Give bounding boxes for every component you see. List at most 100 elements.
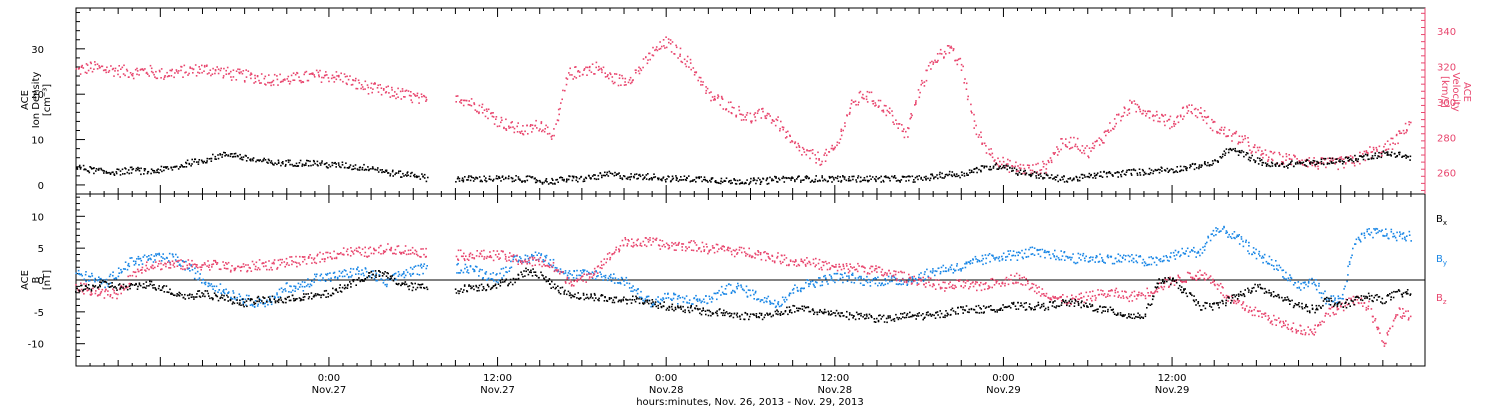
ion-density-series-point [1036,172,1038,174]
by-series-point [154,259,156,261]
velocity-series-point [155,71,157,73]
velocity-series-point [757,110,759,112]
ion-density-series-point [744,183,746,185]
velocity-series-point [707,88,709,90]
by-series-point [632,285,634,287]
ion-density-series-point [1286,165,1288,167]
velocity-series-point [688,66,690,68]
bz-series-point [364,247,366,249]
velocity-series-point [696,71,698,73]
by-series-point [307,278,309,280]
bz-series-point [545,260,547,262]
by-series-point [573,277,575,279]
ion-density-series-point [1304,164,1306,166]
ion-density-series-point [696,177,698,179]
by-series-point [565,272,567,274]
ion-density-series-point [855,179,857,181]
velocity-series-point [668,38,670,40]
ion-density-series-point [1275,165,1277,167]
bz-series-point [284,266,286,268]
velocity-series-point [223,75,225,77]
velocity-series-point [368,87,370,89]
velocity-series-point [809,158,811,160]
by-series-point [463,272,465,274]
ion-density-series-point [381,169,383,171]
by-series-point [755,291,757,293]
ion-density-series-point [821,175,823,177]
velocity-series-point [661,46,663,48]
velocity-series-point [690,69,692,71]
velocity-series-point [961,64,963,66]
ion-density-series-point [1272,165,1274,167]
velocity-series-point [401,98,403,100]
bz-series-point [532,265,534,267]
by-series-point [863,284,865,286]
ion-density-series-point [416,176,418,178]
x-tick-label-time: 12:00 [1158,373,1187,384]
by-series-point [1394,235,1396,237]
ion-density-series-point [848,178,850,180]
by-series-point [1360,241,1362,243]
ion-density-series-point [562,179,564,181]
velocity-series-point [127,70,129,72]
by-series-point [1185,250,1187,252]
velocity-series-point [675,45,677,47]
velocity-series-point [240,71,242,73]
velocity-series-point [782,129,784,131]
by-series-point [404,277,406,279]
by-series-point [1247,250,1249,252]
velocity-series-point [799,150,801,152]
velocity-series-point [1135,103,1137,105]
by-series-point [426,265,428,267]
velocity-series-point [761,117,763,119]
ion-density-series-point [1094,173,1096,175]
bz-series-point [526,263,528,265]
by-series-point [714,293,716,295]
ion-density-series-point [690,180,692,182]
velocity-series-point [198,66,200,68]
by-series-point [631,287,633,289]
by-series-point [758,298,760,300]
bz-series-point [501,250,503,252]
by-series-point [403,271,405,273]
by-series-point [982,258,984,260]
ion-density-series-point [1005,165,1007,167]
velocity-series-point [803,149,805,151]
velocity-series-point [501,117,503,119]
by-series-point [1342,294,1344,296]
ion-density-series-point [917,179,919,181]
by-series-point [1198,251,1200,253]
velocity-series-point [196,75,198,77]
velocity-series-point [907,136,909,138]
velocity-series-point [742,114,744,116]
velocity-series-point [1073,137,1075,139]
by-series-point [1269,256,1271,258]
by-series-point [663,298,665,300]
by-series-point [118,276,120,278]
ion-density-series-point [366,169,368,171]
by-series-point [999,260,1001,262]
by-series-point [335,276,337,278]
velocity-series-point [620,84,622,86]
by-series-point [1371,232,1373,234]
ion-density-series-point [522,180,524,182]
ion-density-series-point [1062,179,1064,181]
ion-density-series-point [1183,170,1185,172]
by-series-point [955,270,957,272]
velocity-series-point [1307,166,1309,168]
velocity-series-point [649,53,651,55]
velocity-series-point [1386,149,1388,151]
velocity-series-point [992,157,994,159]
ion-density-series-point [672,176,674,178]
velocity-series-point [592,63,594,65]
ion-density-series-point [1310,161,1312,163]
ion-density-series-point [651,178,653,180]
by-series-point [1349,261,1351,263]
by-series-point [996,257,998,259]
velocity-series-point [284,78,286,80]
bz-series-point [702,242,704,244]
by-series-point [384,284,386,286]
velocity-series-point [599,69,601,71]
velocity-series-point [87,64,89,66]
velocity-series-point [1124,108,1126,110]
